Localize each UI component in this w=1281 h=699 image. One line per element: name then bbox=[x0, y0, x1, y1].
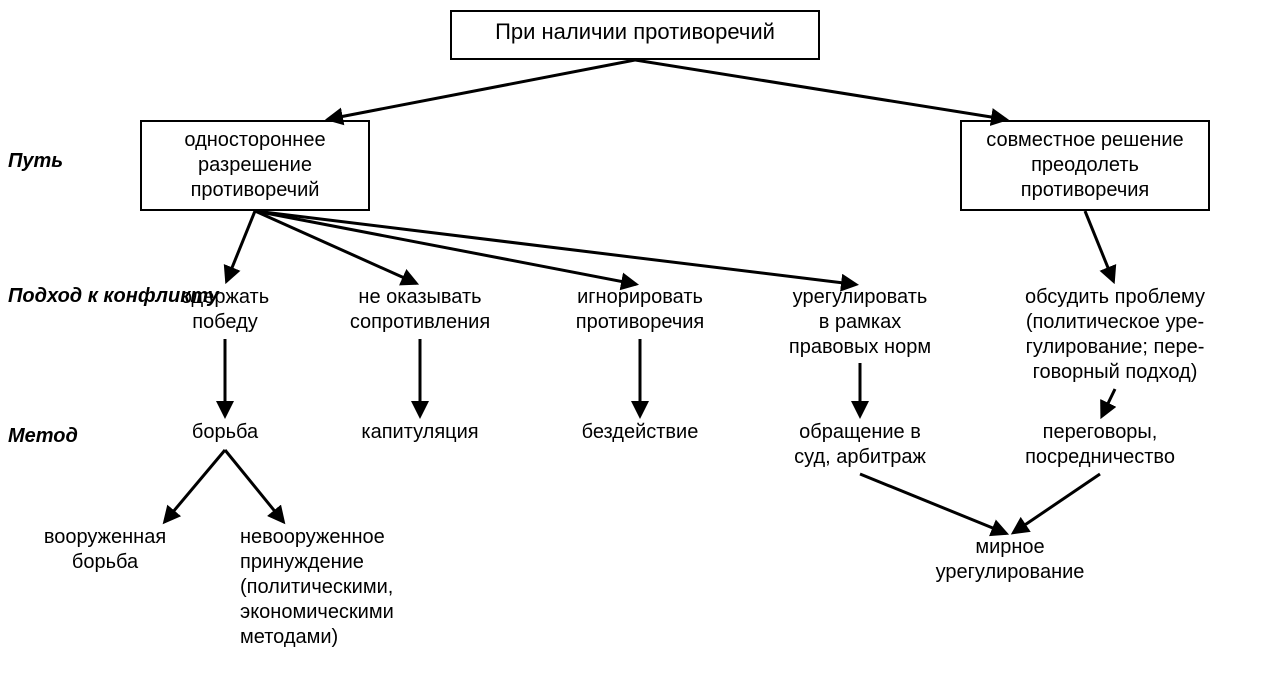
edge bbox=[255, 211, 416, 283]
edge bbox=[1013, 474, 1100, 533]
row-label-lbl_method: Метод bbox=[8, 425, 78, 448]
edge bbox=[860, 474, 1006, 533]
edge bbox=[1102, 389, 1115, 416]
node-s1: вооруженная борьба bbox=[10, 525, 200, 579]
edge bbox=[255, 211, 636, 284]
row-label-lbl_path: Путь bbox=[8, 150, 63, 173]
node-path_r: совместное решение преодолеть противореч… bbox=[960, 120, 1210, 211]
node-s2: невооруженное принуждение (политическими… bbox=[240, 525, 470, 655]
node-s3: мирное урегулирование bbox=[900, 535, 1120, 589]
edge bbox=[1085, 211, 1113, 281]
node-root: При наличии противоречий bbox=[450, 10, 820, 60]
node-ap1: одержать победу bbox=[140, 285, 310, 339]
edge bbox=[227, 211, 255, 281]
node-m3: бездействие bbox=[550, 420, 730, 450]
diagram-stage: ПутьПодход к конфликтуМетодПри наличии п… bbox=[0, 0, 1281, 699]
edge bbox=[328, 60, 635, 119]
node-m5: переговоры, посредничество bbox=[985, 420, 1215, 474]
edge bbox=[225, 450, 283, 522]
node-path_l: одностороннее разрешение противоречий bbox=[140, 120, 370, 211]
node-ap4: урегулировать в рамках правовых норм bbox=[760, 285, 960, 363]
node-m2: капитуляция bbox=[330, 420, 510, 450]
node-m1: борьба bbox=[150, 420, 300, 450]
node-m4: обращение в суд, арбитраж bbox=[760, 420, 960, 474]
edge bbox=[165, 450, 225, 522]
node-ap5: обсудить проблему (политическое уре- гул… bbox=[975, 285, 1255, 389]
edge bbox=[635, 60, 1006, 119]
edge bbox=[255, 211, 856, 285]
node-ap3: игнорировать противоречия bbox=[540, 285, 740, 339]
node-ap2: не оказывать сопротивления bbox=[320, 285, 520, 339]
